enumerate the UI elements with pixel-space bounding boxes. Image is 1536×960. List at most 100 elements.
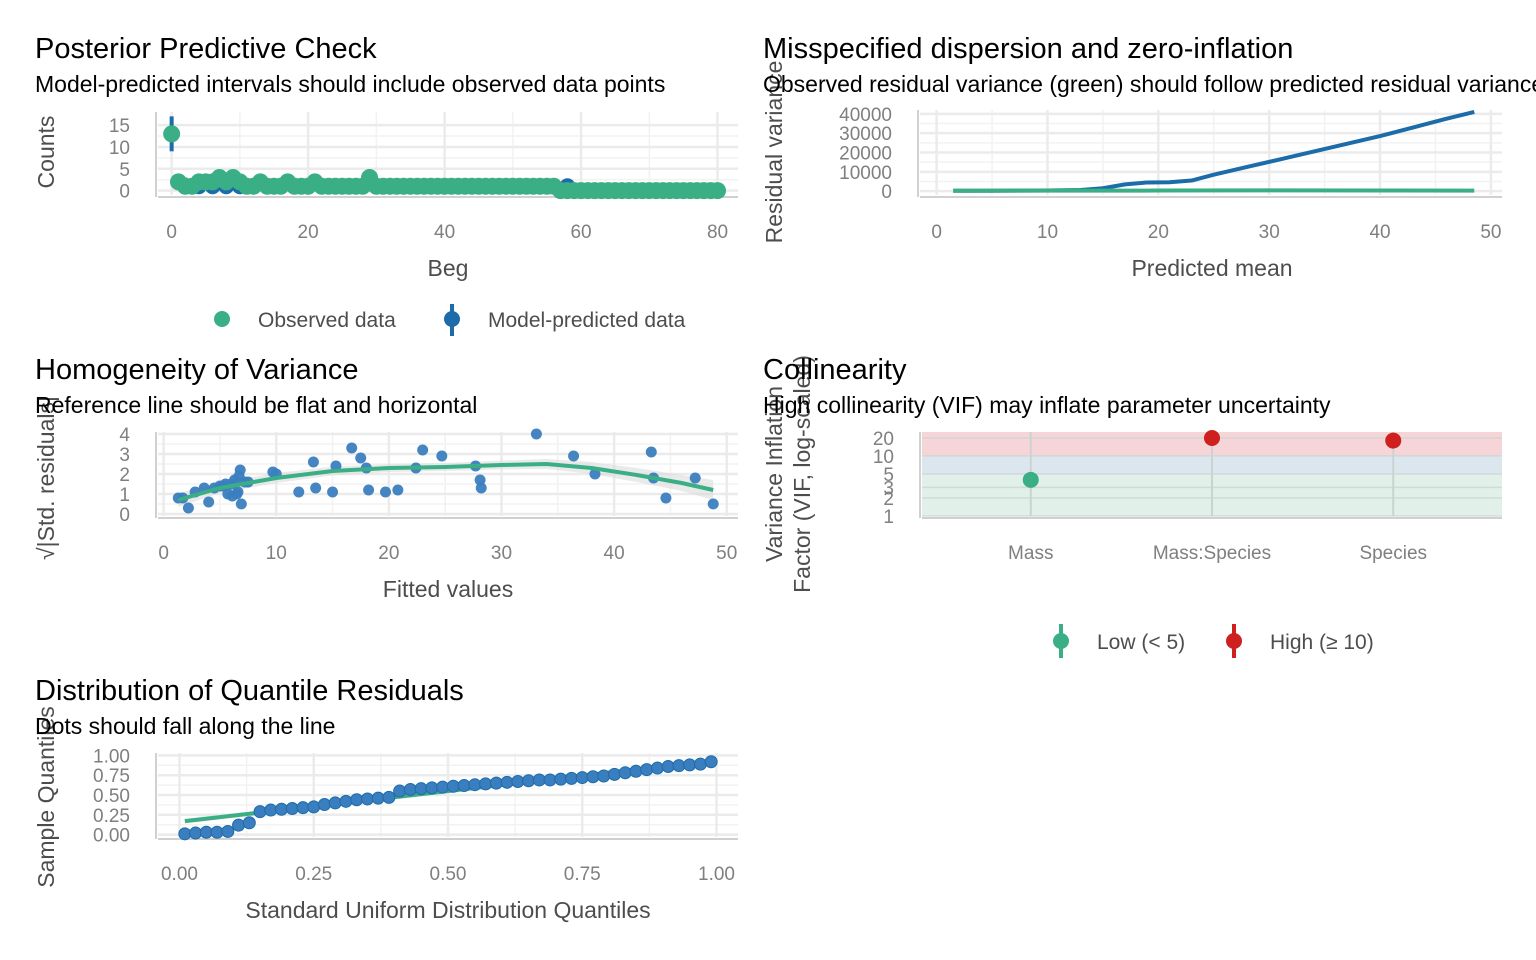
qq-point bbox=[317, 798, 331, 812]
residual-point bbox=[203, 496, 215, 508]
panel-title: Posterior Predictive Check bbox=[35, 33, 377, 65]
qq-point bbox=[640, 763, 654, 777]
y-tick-label: 30000 bbox=[839, 124, 892, 145]
qq-point bbox=[296, 801, 310, 815]
smooth-line bbox=[177, 461, 714, 502]
residual-point bbox=[310, 482, 322, 494]
qq-point bbox=[457, 778, 471, 792]
x-tick-label: 40 bbox=[604, 543, 625, 564]
y-tick-label: 15 bbox=[109, 116, 130, 137]
legend-key-low bbox=[1053, 633, 1069, 649]
qq-point bbox=[360, 792, 374, 806]
x-tick-label: 10 bbox=[266, 543, 287, 564]
x-tick-label: 0 bbox=[166, 222, 177, 243]
y-tick-label: 0 bbox=[119, 182, 130, 203]
y-tick-label: 3 bbox=[883, 478, 894, 499]
residual-point bbox=[355, 452, 367, 464]
residual-point bbox=[307, 456, 319, 468]
x-tick-label: 20 bbox=[378, 543, 399, 564]
y-tick-label: 2 bbox=[119, 465, 130, 486]
residual-point bbox=[234, 464, 246, 476]
residual-point bbox=[530, 428, 542, 440]
legend-label-observed: Observed data bbox=[258, 309, 396, 332]
legend-key-predicted bbox=[444, 311, 460, 327]
x-tick-label: 80 bbox=[707, 222, 728, 243]
legend-label-predicted: Model-predicted data bbox=[488, 309, 686, 332]
legend: Low (< 5) High (≥ 10) bbox=[1053, 624, 1374, 658]
qq-point bbox=[661, 759, 675, 773]
y-axis-label-line1: Variance Inflation bbox=[761, 386, 787, 562]
y-tick-label: 1 bbox=[119, 485, 130, 506]
panel-subtitle: Dots should fall along the line bbox=[35, 713, 335, 739]
qq-point bbox=[500, 775, 514, 789]
qq-point bbox=[178, 827, 192, 841]
x-tick-label: 0.25 bbox=[295, 864, 332, 885]
residual-point bbox=[235, 498, 247, 510]
panel-homogeneity-of-variance: √|Std. residuals| Homogeneity of Varianc… bbox=[33, 354, 738, 602]
qq-point bbox=[543, 773, 557, 787]
qq-point bbox=[414, 782, 428, 796]
x-tick-label: 1.00 bbox=[698, 864, 735, 885]
qq-point bbox=[522, 774, 536, 788]
x-tick-label: Mass:Species bbox=[1153, 543, 1271, 564]
legend-key-observed bbox=[214, 311, 230, 327]
x-tick-label: 10 bbox=[1037, 222, 1058, 243]
qq-point bbox=[532, 773, 546, 787]
smooth-confidence-band bbox=[178, 459, 714, 507]
qq-point bbox=[264, 803, 278, 817]
qq-point bbox=[382, 790, 396, 804]
y-axis-label-line2: Factor (VIF, log-scaled) bbox=[789, 355, 815, 593]
qq-point bbox=[618, 766, 632, 780]
y-tick-label: 40000 bbox=[839, 105, 892, 126]
residual-point bbox=[327, 486, 339, 498]
qq-point bbox=[285, 801, 299, 815]
vif-point bbox=[1204, 430, 1220, 446]
qq-point bbox=[479, 777, 493, 791]
qq-point bbox=[328, 796, 342, 810]
y-tick-label: 10 bbox=[873, 447, 894, 468]
x-axis-label: Beg bbox=[428, 255, 469, 281]
qq-point bbox=[275, 802, 289, 816]
residual-point bbox=[293, 486, 305, 498]
y-tick-label: 2 bbox=[883, 489, 894, 510]
vif-point bbox=[1022, 471, 1039, 488]
x-tick-label: 50 bbox=[1480, 222, 1501, 243]
residual-point bbox=[182, 502, 194, 514]
y-tick-label: 0 bbox=[881, 182, 892, 203]
y-tick-label: 0.25 bbox=[93, 806, 130, 827]
qq-point bbox=[586, 770, 600, 784]
plot-area: 0.00 0.25 0.50 0.75 1.000.000.250.500.751.00 bbox=[93, 746, 738, 885]
qq-point bbox=[672, 759, 686, 773]
qq-point bbox=[199, 825, 213, 839]
x-tick-label: 20 bbox=[298, 222, 319, 243]
y-tick-label: 1.00 bbox=[93, 746, 130, 767]
qq-point bbox=[393, 784, 407, 798]
x-tick-label: 60 bbox=[570, 222, 591, 243]
qq-point bbox=[339, 794, 353, 808]
x-tick-label: 0 bbox=[158, 543, 169, 564]
residual-point bbox=[379, 486, 391, 498]
panel-title: Homogeneity of Variance bbox=[35, 354, 358, 386]
y-tick-label: 20 bbox=[873, 429, 894, 450]
x-tick-label: Mass bbox=[1008, 543, 1053, 564]
panel-title: Misspecified dispersion and zero-inflati… bbox=[763, 33, 1293, 65]
qq-point bbox=[468, 778, 482, 792]
x-tick-label: 30 bbox=[1259, 222, 1280, 243]
qq-point bbox=[446, 779, 460, 793]
qq-point bbox=[597, 769, 611, 783]
qq-point bbox=[650, 761, 664, 775]
legend-label-low: Low (< 5) bbox=[1097, 631, 1185, 654]
vif-point bbox=[1385, 432, 1402, 449]
panel-subtitle: High collinearity (VIF) may inflate para… bbox=[763, 392, 1331, 418]
x-axis-label: Predicted mean bbox=[1131, 255, 1292, 281]
panel-posterior-predictive-check: Posterior Predictive Check Model-predict… bbox=[33, 33, 738, 336]
panel-subtitle: Observed residual variance (green) shoul… bbox=[763, 71, 1536, 97]
residual-point bbox=[436, 450, 448, 462]
observed-point bbox=[709, 182, 727, 200]
panel-quantile-residuals: Sample Quantiles Distribution of Quantil… bbox=[33, 675, 738, 923]
x-tick-label: 40 bbox=[434, 222, 455, 243]
residual-point bbox=[346, 442, 358, 454]
qq-point bbox=[253, 805, 267, 819]
